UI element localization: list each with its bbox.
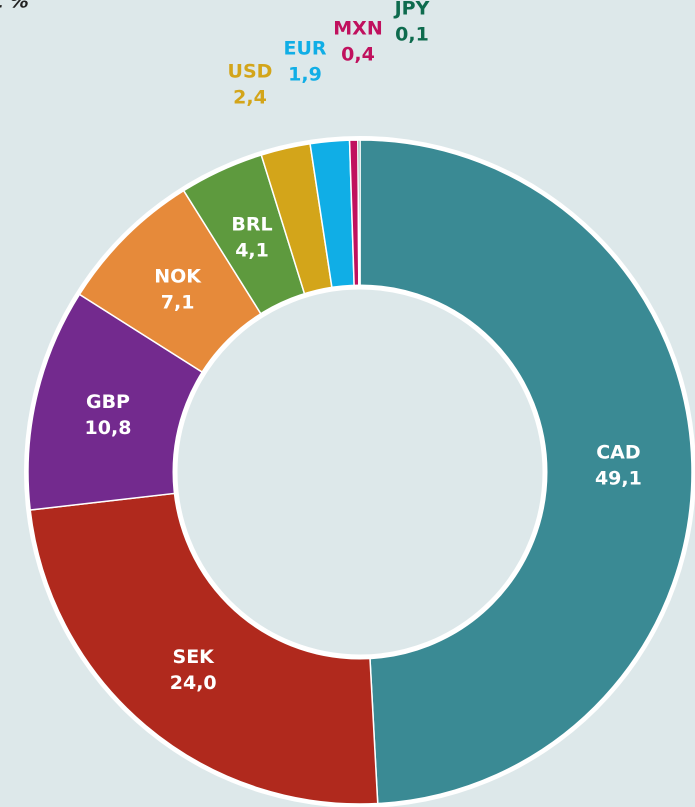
inner-ring <box>172 284 548 660</box>
slice-value-label: 4,1 <box>235 240 269 262</box>
slice-label: CAD <box>596 442 640 464</box>
slice-value-label: 10,8 <box>85 417 132 439</box>
slice-label: JPY <box>393 0 430 20</box>
slice-value-label: 0,4 <box>341 44 375 66</box>
slice-label: BRL <box>231 214 272 236</box>
slice-value-label: 2,4 <box>233 87 267 109</box>
chart-title: t % <box>0 0 29 13</box>
slice-label: MXN <box>333 18 382 40</box>
slice-label: USD <box>228 61 273 83</box>
slice-value-label: 1,9 <box>288 64 322 86</box>
donut-slice <box>357 139 361 288</box>
slice-value-label: 24,0 <box>170 672 217 694</box>
slice-value-label: 49,1 <box>595 468 642 490</box>
slice-label: NOK <box>154 265 202 287</box>
slice-value-label: 7,1 <box>161 291 195 313</box>
slice-value-label: 0,1 <box>395 24 429 46</box>
slice-label: GBP <box>86 391 130 413</box>
slice-label: EUR <box>283 38 326 60</box>
slice-label: SEK <box>173 646 216 668</box>
